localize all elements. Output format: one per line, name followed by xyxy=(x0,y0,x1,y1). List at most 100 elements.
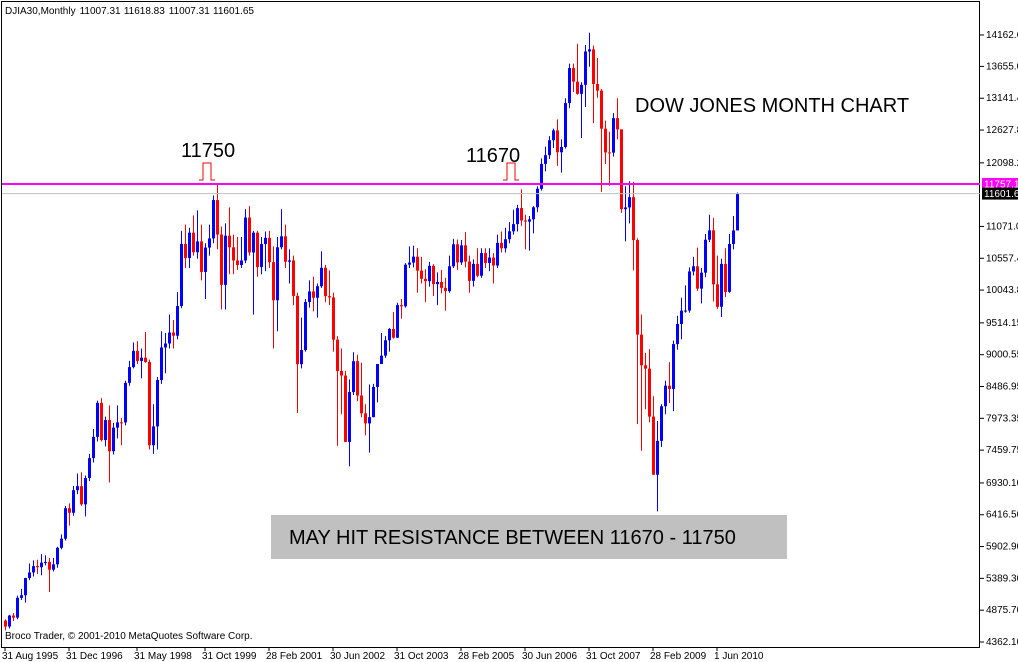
candle-body xyxy=(364,413,367,424)
candle-body xyxy=(408,262,411,265)
x-tick-label: 31 Oct 2003 xyxy=(394,651,449,662)
candle-body xyxy=(640,334,643,366)
candle-body xyxy=(288,260,291,262)
candle-body xyxy=(376,364,379,387)
x-tick-label: 28 Feb 2001 xyxy=(266,651,323,662)
candle-body xyxy=(448,266,451,292)
candle-body xyxy=(512,224,515,232)
candle-body xyxy=(588,49,591,52)
x-tick-label: 30 Jun 2002 xyxy=(330,651,385,662)
candle-body xyxy=(496,242,499,266)
candle-body xyxy=(12,615,15,618)
header-high: 11618.83 xyxy=(124,6,165,17)
candle-body xyxy=(468,261,471,281)
candle-body xyxy=(24,578,27,596)
resistance-marker xyxy=(503,162,519,181)
candle-body xyxy=(252,232,255,253)
candle-body xyxy=(644,365,647,369)
y-tick-label: 10557.4 xyxy=(986,253,1018,264)
candle-body xyxy=(508,231,511,240)
candle-body xyxy=(480,253,483,276)
candle-body xyxy=(708,230,711,240)
candle-body xyxy=(32,566,35,573)
candle-body xyxy=(136,350,139,361)
header-low: 11007.31 xyxy=(169,6,210,17)
chart-header: DJIA30,Monthly 11007.31 11618.83 11007.31 11… xyxy=(5,6,254,17)
candle-body xyxy=(384,340,387,356)
candle-body xyxy=(344,375,347,442)
candle-body xyxy=(360,395,363,414)
annotation: 11750 xyxy=(181,140,235,162)
candle-body xyxy=(160,347,163,380)
candle-body xyxy=(352,361,355,393)
candle-body xyxy=(76,486,79,491)
candle-body xyxy=(116,422,119,428)
y-tick-label: 12627.8 xyxy=(986,125,1018,136)
x-tick-label: 31 Aug 1995 xyxy=(2,651,59,662)
candle-body xyxy=(356,361,359,396)
y-tick-label: 6930.10 xyxy=(986,478,1018,489)
candle-body xyxy=(304,301,307,351)
candle-body xyxy=(244,217,247,261)
candle-body xyxy=(700,272,703,289)
y-tick-label: 7459.75 xyxy=(986,445,1018,456)
candle-body xyxy=(328,296,331,298)
candle-body xyxy=(188,232,191,259)
candle-body xyxy=(488,257,491,263)
candle-body xyxy=(368,417,371,424)
y-tick-label: 7973.35 xyxy=(986,413,1018,424)
y-tick-label: 5902.90 xyxy=(986,542,1018,553)
x-tick-label: 28 Feb 2005 xyxy=(458,651,515,662)
y-tick-label: 10043.8 xyxy=(986,285,1018,296)
candle-body xyxy=(492,257,495,266)
candle-body xyxy=(652,416,655,475)
candle-body xyxy=(464,245,467,262)
candle-body xyxy=(216,200,219,235)
header-open: 11007.31 xyxy=(80,6,121,17)
y-tick-label: 4875.70 xyxy=(986,605,1018,616)
candle-body xyxy=(704,239,707,273)
x-tick-label: 28 Feb 2009 xyxy=(650,651,707,662)
candle-body xyxy=(392,328,395,338)
candle-body xyxy=(232,247,235,261)
candle-body xyxy=(600,90,603,129)
candle-body xyxy=(212,200,215,239)
candle-body xyxy=(208,238,211,248)
candle-body xyxy=(500,242,503,249)
candle-body xyxy=(296,295,299,365)
x-tick-label: 31 Oct 2007 xyxy=(586,651,641,662)
candle-body xyxy=(428,265,431,282)
candle-body xyxy=(604,128,607,153)
annotation: DOW JONES MONTH CHART xyxy=(635,95,909,117)
candle-body xyxy=(248,217,251,253)
candle-body xyxy=(420,270,423,279)
candle-body xyxy=(520,208,523,221)
candle-body xyxy=(272,262,275,301)
candle-body xyxy=(612,118,615,153)
candle-body xyxy=(552,130,555,141)
candle-body xyxy=(324,267,327,297)
price-label: 11601.6 xyxy=(984,189,1018,200)
candle-body xyxy=(696,266,699,289)
x-tick-label: 31 May 1998 xyxy=(134,651,192,662)
candle-body xyxy=(532,207,535,220)
candle-body xyxy=(472,263,475,281)
candle-body xyxy=(104,420,107,441)
candle-body xyxy=(676,324,679,345)
candle-body xyxy=(388,328,391,341)
candle-body xyxy=(172,332,175,336)
candle-body xyxy=(48,561,51,570)
candle-body xyxy=(620,129,623,210)
candle-body xyxy=(560,146,563,153)
candle-body xyxy=(436,282,439,285)
x-tick-label: 31 Dec 1996 xyxy=(66,651,123,662)
candle-body xyxy=(200,241,203,272)
candle-body xyxy=(584,51,587,85)
candle-body xyxy=(8,615,11,627)
candle-body xyxy=(484,253,487,263)
candle-body xyxy=(608,152,611,154)
candle-body xyxy=(80,486,83,505)
candle-body xyxy=(624,207,627,210)
candle-body xyxy=(164,343,167,348)
